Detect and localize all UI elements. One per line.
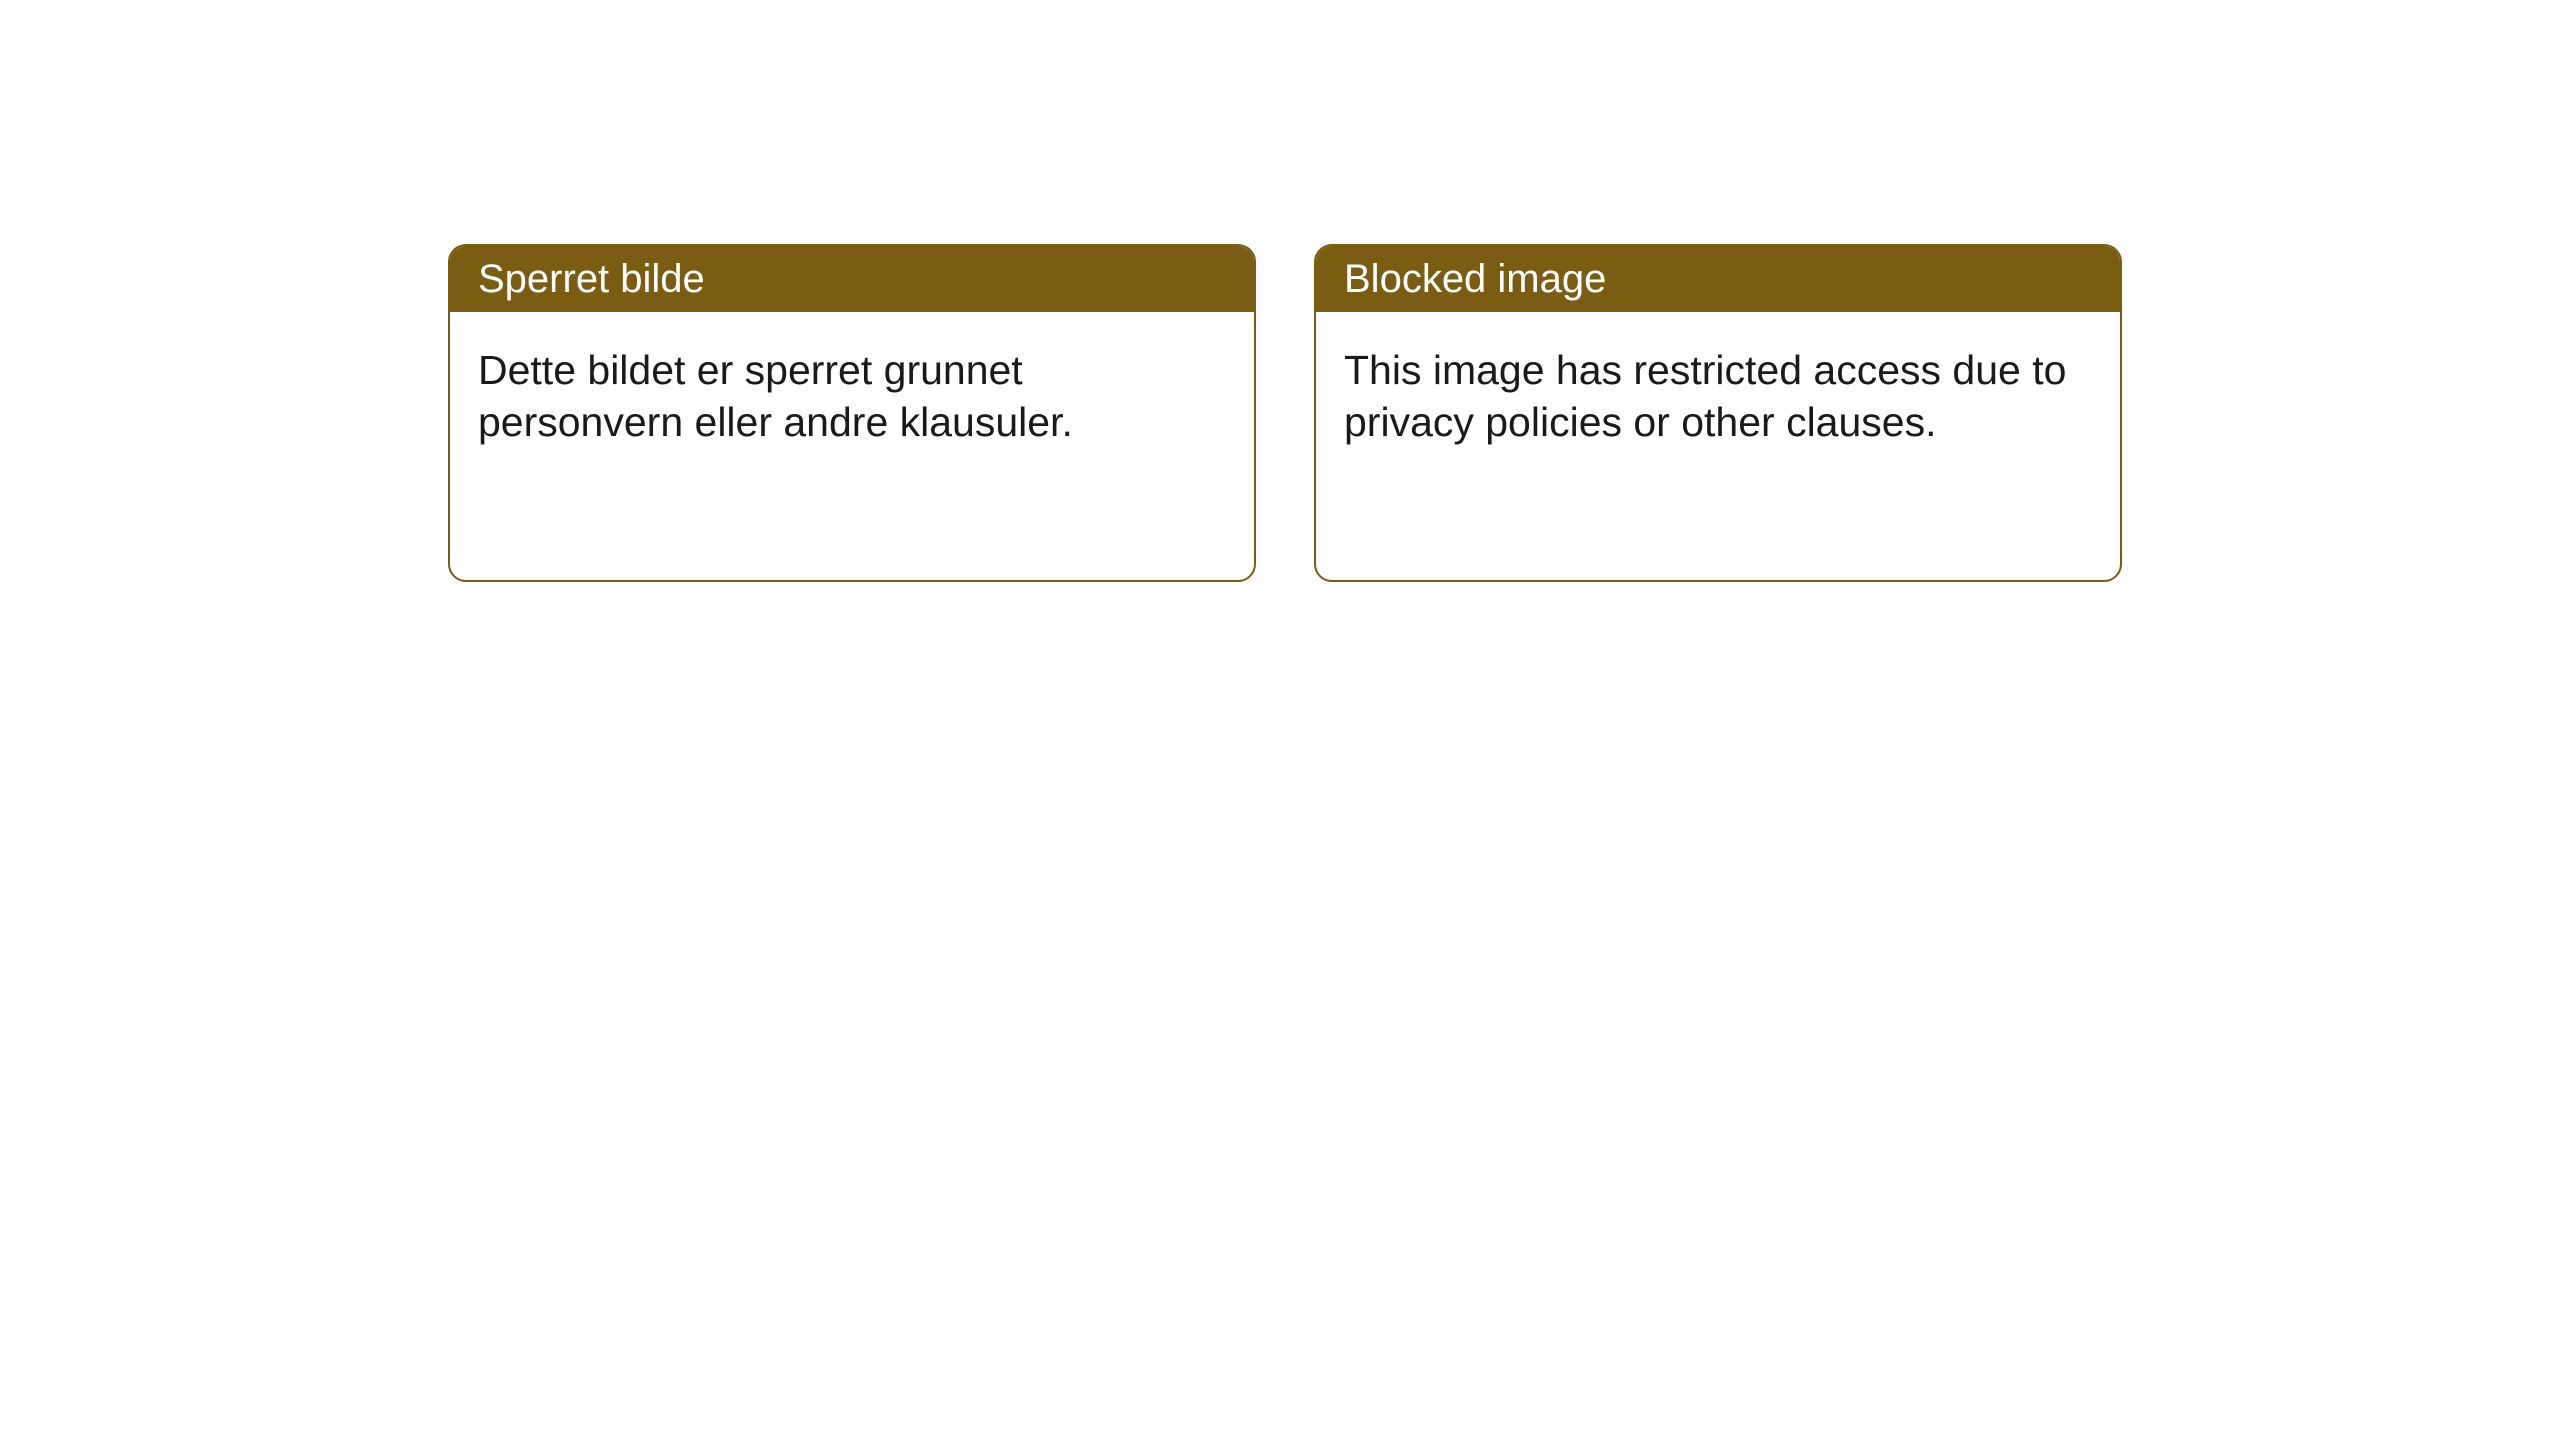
notice-header: Blocked image <box>1316 246 2120 312</box>
notice-card-english: Blocked image This image has restricted … <box>1314 244 2122 582</box>
notice-body: Dette bildet er sperret grunnet personve… <box>450 312 1254 481</box>
notice-title: Blocked image <box>1344 257 1606 301</box>
notice-message: This image has restricted access due to … <box>1344 347 2066 445</box>
notice-message: Dette bildet er sperret grunnet personve… <box>478 347 1073 445</box>
notice-title: Sperret bilde <box>478 257 705 301</box>
notice-container: Sperret bilde Dette bildet er sperret gr… <box>448 244 2122 582</box>
notice-card-norwegian: Sperret bilde Dette bildet er sperret gr… <box>448 244 1256 582</box>
notice-body: This image has restricted access due to … <box>1316 312 2120 481</box>
notice-header: Sperret bilde <box>450 246 1254 312</box>
